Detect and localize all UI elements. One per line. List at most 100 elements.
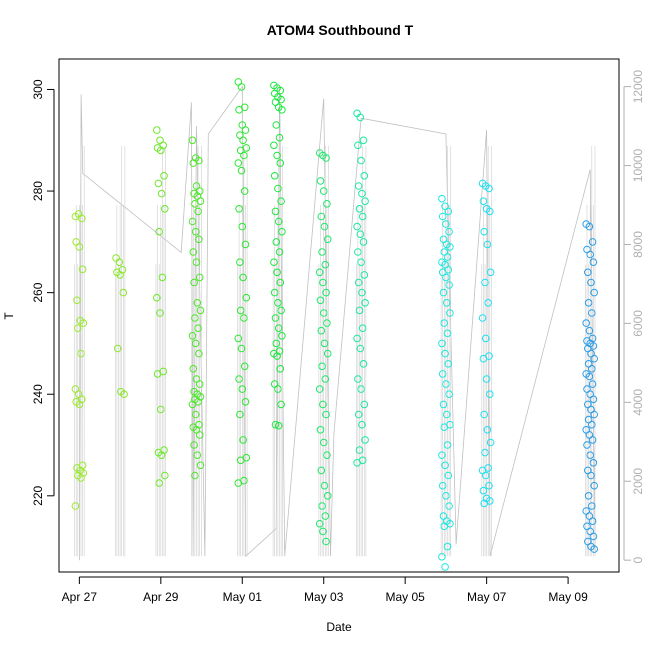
y-tick-label: 220 xyxy=(31,485,45,505)
data-point xyxy=(276,159,285,167)
data-point xyxy=(188,400,197,409)
data-point xyxy=(237,344,246,353)
data-point xyxy=(357,258,365,267)
data-point xyxy=(354,182,363,190)
data-point xyxy=(234,334,243,343)
data-point xyxy=(319,527,327,536)
data-point xyxy=(441,461,449,470)
data-point xyxy=(321,375,330,383)
data-point xyxy=(113,344,122,353)
data-point xyxy=(438,451,446,460)
data-point xyxy=(239,436,247,444)
data-point xyxy=(590,481,599,490)
data-point xyxy=(319,187,328,195)
data-point xyxy=(479,486,488,495)
x-tick-label: May 01 xyxy=(223,590,263,604)
data-point xyxy=(446,243,454,251)
data-point xyxy=(320,481,329,490)
data-point xyxy=(156,309,164,317)
data-point xyxy=(358,212,367,221)
data-point xyxy=(441,563,449,571)
data-point xyxy=(236,306,245,315)
data-point xyxy=(240,187,249,195)
data-point xyxy=(442,273,450,282)
data-point xyxy=(274,217,283,226)
data-point xyxy=(191,227,200,236)
data-point xyxy=(278,332,286,340)
data-point xyxy=(445,502,453,510)
data-point xyxy=(153,126,161,134)
data-point xyxy=(272,121,281,129)
data-point xyxy=(241,240,250,249)
data-point xyxy=(234,479,243,487)
data-point xyxy=(583,441,591,449)
data-point xyxy=(316,296,325,305)
data-point xyxy=(480,227,489,236)
x-axis: Apr 27 Apr 29 May 01 May 03 May 05 May 07 May … xyxy=(62,576,588,604)
data-point xyxy=(189,248,198,256)
x-tick-label: May 05 xyxy=(386,590,426,604)
data-point xyxy=(358,324,367,333)
data-point xyxy=(116,271,124,279)
data-point xyxy=(323,451,331,460)
data-point xyxy=(77,349,85,358)
y2-tick-label: 0 xyxy=(631,557,645,564)
data-point xyxy=(190,278,198,287)
data-point xyxy=(486,438,495,447)
data-point xyxy=(443,542,452,551)
data-point xyxy=(270,172,279,180)
data-point xyxy=(443,441,452,449)
data-point xyxy=(274,299,282,307)
data-point xyxy=(274,184,282,193)
data-point xyxy=(115,258,124,267)
data-point xyxy=(484,299,493,307)
data-point xyxy=(75,400,84,409)
data-point xyxy=(585,372,594,381)
data-point xyxy=(588,380,597,388)
data-point xyxy=(191,410,200,419)
data-point xyxy=(193,299,202,307)
altitude-trace-layer xyxy=(74,85,596,561)
data-point xyxy=(273,352,281,360)
data-point xyxy=(442,410,451,419)
data-point xyxy=(442,380,450,388)
data-point xyxy=(588,420,596,429)
data-point xyxy=(319,400,327,409)
data-point xyxy=(360,172,369,180)
data-point xyxy=(237,166,246,175)
data-point xyxy=(192,258,201,267)
data-point xyxy=(193,451,202,460)
data-point xyxy=(440,319,449,327)
data-point xyxy=(73,296,81,305)
data-point xyxy=(195,349,203,358)
data-point xyxy=(322,154,330,162)
data-point xyxy=(155,227,163,236)
data-point xyxy=(242,293,251,302)
data-point xyxy=(356,344,365,353)
data-point xyxy=(585,222,594,231)
data-point xyxy=(153,293,161,302)
data-point xyxy=(440,522,449,531)
data-point xyxy=(275,133,284,142)
y2-tick-label: 12000 xyxy=(631,70,645,104)
data-point xyxy=(438,370,447,378)
data-point xyxy=(486,207,494,216)
data-point xyxy=(191,200,199,208)
data-point xyxy=(236,258,244,267)
data-point xyxy=(358,288,366,297)
data-point xyxy=(439,288,448,297)
data-point xyxy=(239,136,247,145)
data-point xyxy=(586,451,595,460)
data-point xyxy=(354,375,362,383)
data-point xyxy=(277,400,285,409)
data-point xyxy=(196,461,205,470)
data-point xyxy=(195,235,203,244)
data-point xyxy=(446,309,454,317)
data-point xyxy=(271,314,280,322)
data-point xyxy=(271,207,280,216)
data-point xyxy=(196,306,205,315)
data-point xyxy=(354,141,362,150)
data-point xyxy=(274,385,282,393)
data-point xyxy=(319,309,328,317)
